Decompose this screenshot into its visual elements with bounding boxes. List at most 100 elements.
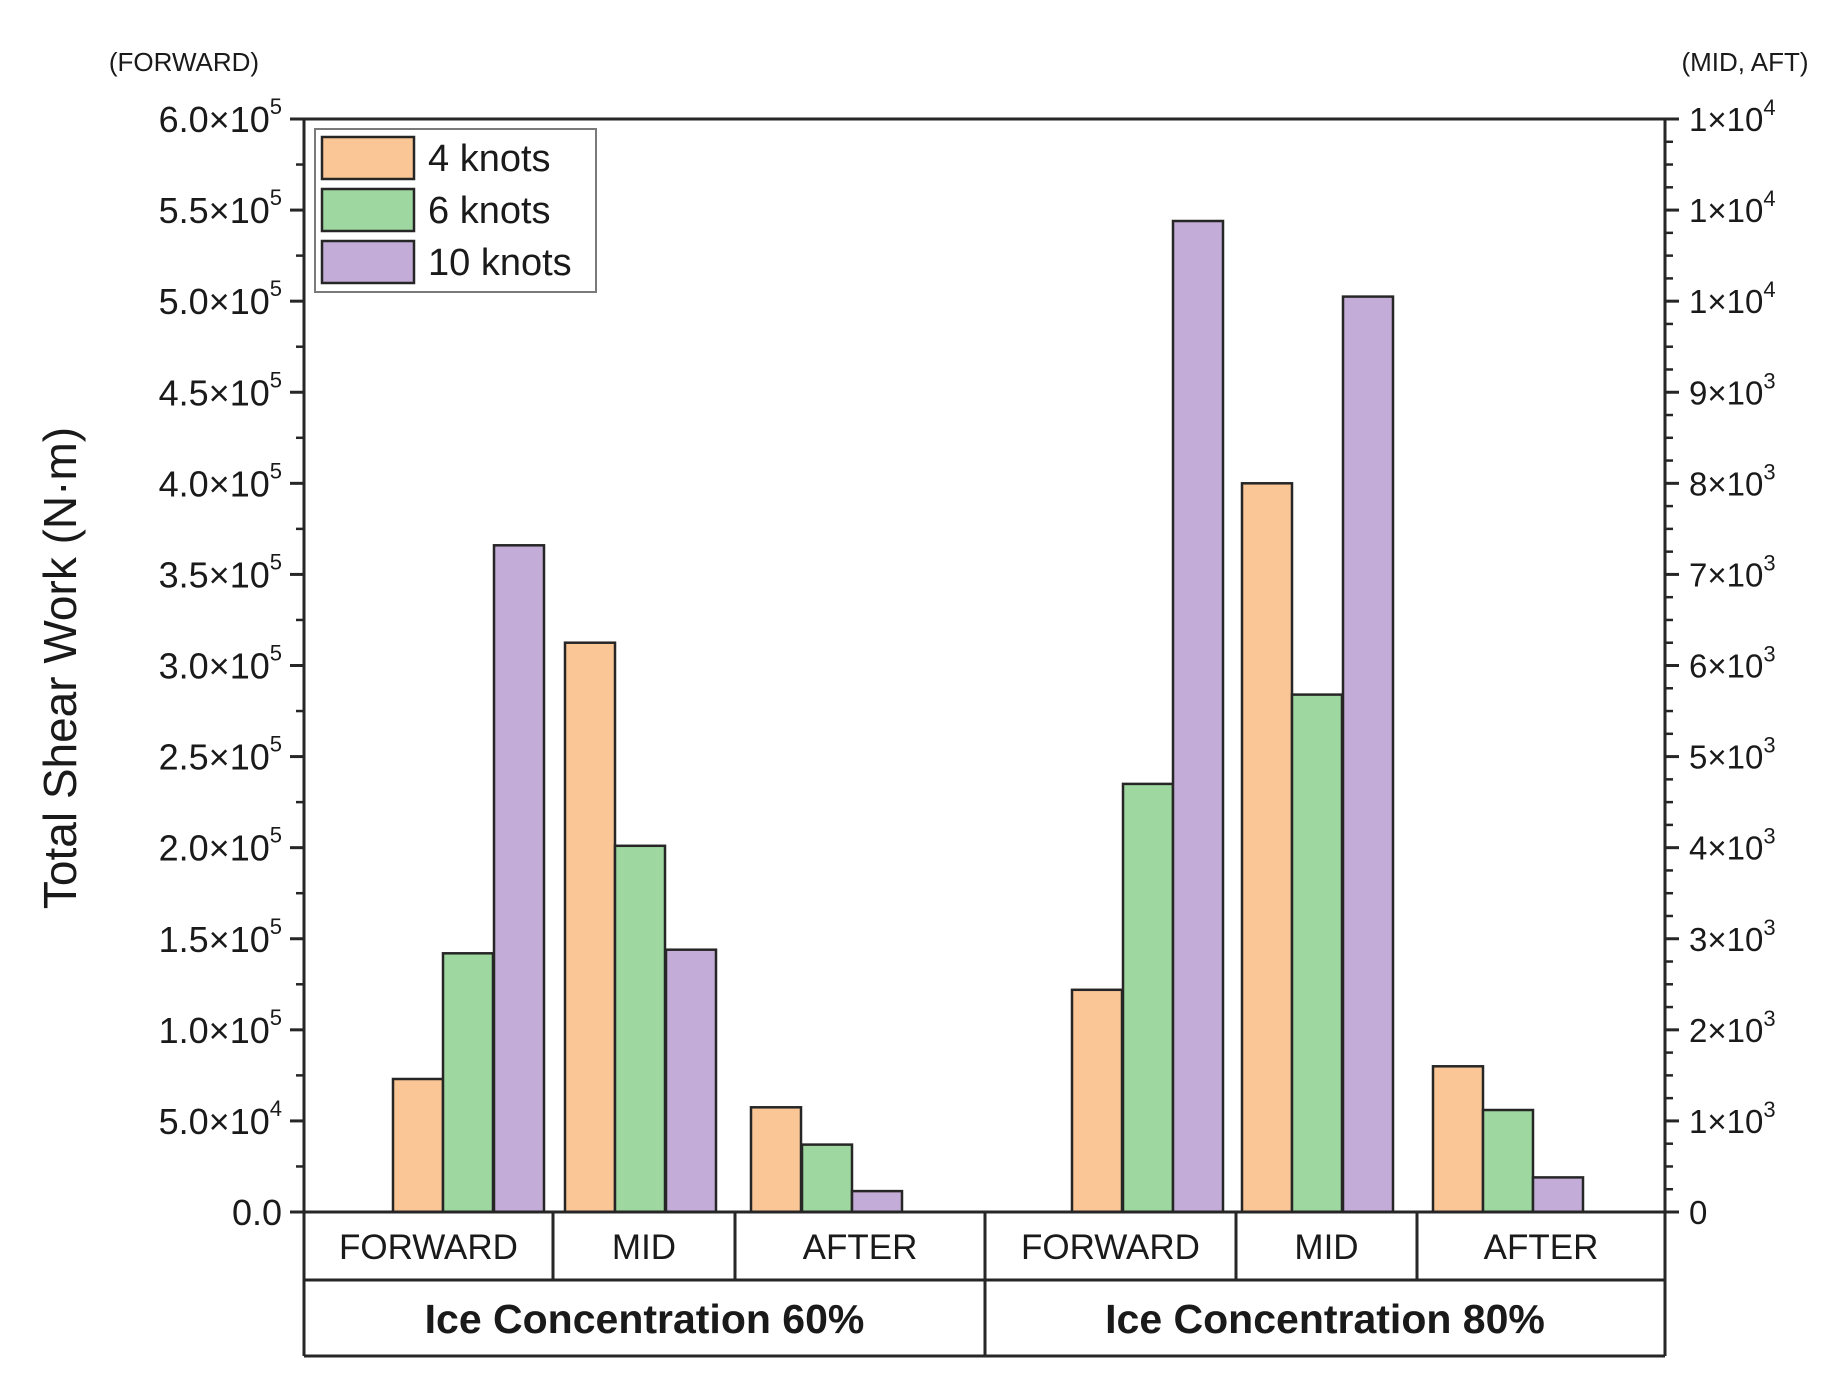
left-tick-label: 1.5×105 [159, 914, 282, 960]
right-tick-exponent: 3 [1763, 459, 1775, 484]
right-tick-label: 1×104 [1689, 95, 1776, 138]
left-tick-exponent: 5 [270, 94, 282, 119]
category-label-after: AFTER [803, 1228, 918, 1267]
left-tick-exponent: 5 [270, 276, 282, 301]
bar-1-forward-6-knots [1121, 782, 1175, 1214]
legend-label: 4 knots [428, 138, 551, 180]
right-tick-label: 1×104 [1689, 186, 1776, 229]
right-tick-label: 3×103 [1689, 915, 1776, 958]
bar-1-forward-4-knots [1070, 988, 1124, 1214]
left-axis-note: (FORWARD) [109, 47, 259, 77]
left-tick-exponent: 5 [270, 458, 282, 483]
bar-0-forward-4-knots [391, 1077, 445, 1214]
right-tick-mantissa: 4×10 [1689, 830, 1763, 867]
bar-0-after-6-knots [800, 1143, 854, 1214]
left-tick-exponent: 5 [270, 185, 282, 210]
right-tick-label: 0 [1689, 1194, 1707, 1231]
category-label-forward: FORWARD [1021, 1228, 1200, 1267]
left-tick-mantissa: 4.0×10 [159, 463, 270, 504]
left-tick-label: 4.5×105 [159, 367, 282, 413]
left-tick-mantissa: 1.5×10 [159, 919, 270, 960]
right-tick-mantissa: 2×10 [1689, 1012, 1763, 1049]
right-tick-exponent: 3 [1763, 368, 1775, 393]
left-tick-exponent: 5 [270, 1005, 282, 1030]
left-tick-label: 5.0×105 [159, 276, 282, 322]
bar-1-after-10-knots [1531, 1176, 1585, 1214]
right-tick-label: 4×103 [1689, 824, 1776, 867]
left-tick-exponent: 5 [270, 641, 282, 666]
right-tick-mantissa: 3×10 [1689, 921, 1763, 958]
left-tick-mantissa: 3.5×10 [159, 554, 270, 595]
right-tick-mantissa: 9×10 [1689, 374, 1763, 411]
right-tick-mantissa: 1×10 [1689, 283, 1763, 320]
right-tick-label: 2×103 [1689, 1006, 1776, 1049]
right-tick-label: 6×103 [1689, 642, 1776, 685]
bar-1-after-4-knots [1431, 1065, 1485, 1214]
right-tick-exponent: 3 [1763, 733, 1775, 758]
right-tick-exponent: 3 [1763, 550, 1775, 575]
left-tick-label: 0.0 [232, 1192, 282, 1233]
left-tick-label: 3.5×105 [159, 549, 282, 595]
bar-1-mid-10-knots [1341, 295, 1395, 1214]
group-label: Ice Concentration 60% [425, 1296, 865, 1342]
left-tick-exponent: 5 [270, 823, 282, 848]
legend-label: 6 knots [428, 190, 551, 232]
legend-swatch-4-knots [320, 135, 416, 181]
right-tick-label: 7×103 [1689, 550, 1776, 593]
bar-0-mid-10-knots [664, 948, 718, 1214]
group-label: Ice Concentration 80% [1105, 1296, 1545, 1342]
left-tick-mantissa: 3.0×10 [159, 646, 270, 687]
left-tick-mantissa: 4.5×10 [159, 372, 270, 413]
left-tick-exponent: 5 [270, 914, 282, 939]
right-tick-mantissa: 1×10 [1689, 1103, 1763, 1140]
y-axis-label: Total Shear Work (N·m) [34, 427, 86, 909]
right-tick-mantissa: 1×10 [1689, 192, 1763, 229]
category-label-mid: MID [1294, 1228, 1358, 1267]
left-tick-label: 5.0×104 [159, 1096, 282, 1142]
bar-0-forward-6-knots [441, 952, 495, 1214]
right-tick-mantissa: 1×10 [1689, 101, 1763, 138]
left-tick-mantissa: 2.5×10 [159, 737, 270, 778]
category-label-mid: MID [612, 1228, 676, 1267]
left-tick-label: 2.5×105 [159, 732, 282, 778]
left-tick-label: 1.0×105 [159, 1005, 282, 1051]
bar-0-after-4-knots [749, 1106, 803, 1214]
left-tick-mantissa: 5.0×10 [159, 281, 270, 322]
left-tick-label: 3.0×105 [159, 641, 282, 687]
right-tick-label: 1×103 [1689, 1097, 1776, 1140]
legend-label: 10 knots [428, 242, 572, 284]
left-tick-mantissa: 5.5×10 [159, 190, 270, 231]
legend-swatch-6-knots [320, 187, 416, 233]
right-tick-exponent: 3 [1763, 915, 1775, 940]
right-tick-mantissa: 8×10 [1689, 465, 1763, 502]
left-tick-mantissa: 1.0×10 [159, 1010, 270, 1051]
bar-1-mid-4-knots [1240, 482, 1294, 1214]
left-tick-mantissa: 5.0×10 [159, 1101, 270, 1142]
bar-0-forward-10-knots [492, 544, 546, 1214]
left-tick-mantissa: 6.0×10 [159, 99, 270, 140]
left-tick-label: 4.0×105 [159, 458, 282, 504]
bar-1-after-6-knots [1481, 1108, 1535, 1214]
right-tick-exponent: 4 [1763, 95, 1775, 120]
left-tick-exponent: 4 [270, 1096, 282, 1121]
right-tick-exponent: 3 [1763, 1006, 1775, 1031]
legend-swatch-10-knots [320, 239, 416, 285]
left-tick-exponent: 5 [270, 549, 282, 574]
bar-0-mid-6-knots [613, 844, 667, 1214]
right-tick-mantissa: 7×10 [1689, 556, 1763, 593]
bar-1-forward-10-knots [1171, 219, 1225, 1214]
right-tick-mantissa: 6×10 [1689, 648, 1763, 685]
left-tick-label: 2.0×105 [159, 823, 282, 869]
right-tick-exponent: 4 [1763, 277, 1775, 302]
right-axis-note: (MID, AFT) [1681, 47, 1808, 77]
right-tick-label: 9×103 [1689, 368, 1776, 411]
bar-0-mid-4-knots [563, 641, 617, 1214]
left-tick-label: 5.5×105 [159, 185, 282, 231]
category-label-forward: FORWARD [339, 1228, 518, 1267]
bar-0-after-10-knots [850, 1189, 904, 1214]
right-tick-label: 5×103 [1689, 733, 1776, 776]
left-tick-exponent: 5 [270, 732, 282, 757]
bar-1-mid-6-knots [1290, 693, 1344, 1214]
right-tick-mantissa: 5×10 [1689, 739, 1763, 776]
